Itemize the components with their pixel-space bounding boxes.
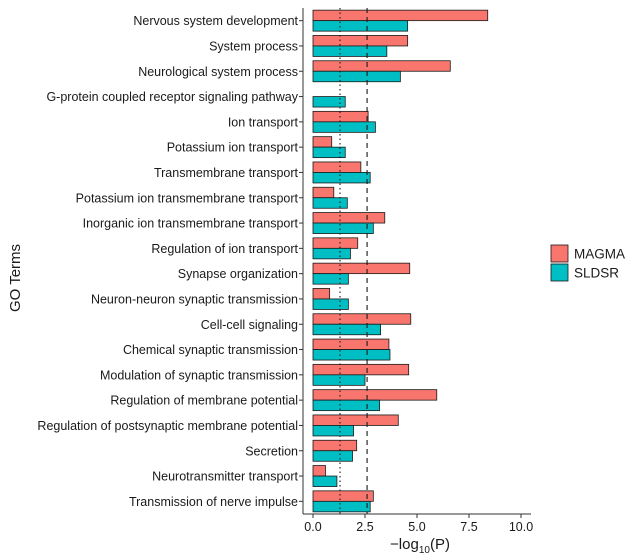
x-axis-title: −log10(P): [390, 536, 450, 556]
category-label: Neurotransmitter transport: [152, 470, 298, 484]
category-label: Transmembrane transport: [154, 166, 299, 180]
bar-sldsr: [312, 20, 409, 32]
bar-sldsr: [312, 298, 349, 310]
bar-sldsr: [312, 374, 366, 386]
bar-sldsr: [312, 425, 354, 437]
bar-sldsr: [312, 172, 371, 184]
x-tick-label: 10.0: [509, 520, 533, 534]
legend-swatch-sldsr: [550, 263, 569, 282]
bar-sldsr: [312, 273, 349, 285]
category-label: Transmission of nerve impulse: [129, 495, 298, 509]
category-label: Synapse organization: [178, 267, 298, 281]
bar-sldsr: [312, 222, 374, 234]
bar-sldsr: [312, 121, 376, 133]
bar-sldsr: [312, 247, 351, 260]
bar-magma: [312, 439, 358, 452]
category-label: Inorganic ion transmembrane transport: [83, 217, 299, 231]
bar-sldsr: [312, 450, 353, 462]
category-label: Regulation of ion transport: [151, 242, 298, 256]
category-label: Potassium ion transport: [167, 141, 299, 155]
category-label: Potassium ion transmembrane transport: [76, 191, 299, 205]
bar-magma: [312, 288, 331, 300]
category-label: Regulation of postsynaptic membrane pote…: [37, 419, 298, 433]
bar-sldsr: [312, 349, 391, 361]
x-tick-label: 5.0: [408, 520, 425, 534]
bars: [312, 9, 489, 513]
category-label: Cell-cell signaling: [201, 318, 298, 332]
x-axis-title-prefix: −log: [390, 536, 419, 553]
category-label: Chemical synaptic transmission: [123, 343, 298, 357]
x-tick-label: 2.5: [356, 520, 373, 534]
bar-magma: [312, 60, 451, 72]
category-label: Neurological system process: [138, 65, 298, 79]
category-label: Nervous system development: [133, 14, 298, 28]
legend-swatch-magma: [550, 244, 569, 263]
category-labels: Nervous system development System process…: [37, 14, 298, 509]
bar-sldsr: [312, 475, 338, 487]
bar-magma: [312, 414, 399, 426]
bar-magma: [312, 465, 326, 477]
category-label: Secretion: [245, 444, 298, 458]
category-label: Ion transport: [228, 115, 299, 129]
bar-magma: [312, 237, 359, 249]
bar-magma: [312, 186, 335, 199]
bar-magma: [312, 212, 386, 224]
legend: MAGMA SLDSR: [550, 244, 625, 282]
bar-magma: [312, 490, 374, 502]
bar-magma: [312, 35, 409, 47]
y-axis-title: GO Terms: [7, 244, 24, 312]
category-label: System process: [209, 39, 298, 53]
x-axis-title-suffix: (P): [430, 536, 450, 553]
bar-sldsr: [312, 70, 401, 83]
bar-sldsr: [312, 399, 380, 412]
category-label: Regulation of membrane potential: [110, 394, 298, 408]
legend-label-magma: MAGMA: [574, 247, 625, 262]
category-label: Modulation of synaptic transmission: [100, 368, 298, 382]
bar-magma: [312, 338, 390, 350]
bar-magma: [312, 9, 489, 22]
x-tick-label: 7.5: [460, 520, 477, 534]
bar-sldsr: [312, 500, 371, 513]
bar-magma: [312, 313, 412, 325]
x-axis-title-subscript: 10: [419, 545, 431, 556]
bar-magma: [312, 136, 333, 148]
category-label: Neuron-neuron synaptic transmission: [91, 292, 298, 306]
category-label: G-protein coupled receptor signaling pat…: [46, 90, 298, 104]
bar-sldsr: [312, 197, 348, 209]
bar-sldsr: [312, 45, 388, 57]
reference-lines: [339, 8, 368, 514]
legend-label-sldsr: SLDSR: [574, 266, 619, 281]
bar-magma: [312, 161, 362, 173]
bar-magma: [312, 363, 410, 376]
bar-sldsr: [312, 146, 346, 159]
bar-magma: [312, 262, 411, 275]
x-tick-label: 0.0: [304, 520, 321, 534]
axes: 0.0 2.5 5.0 7.5 10.0: [299, 8, 533, 534]
bar-sldsr: [312, 96, 346, 108]
bar-sldsr: [312, 323, 381, 336]
bar-magma: [312, 389, 438, 401]
